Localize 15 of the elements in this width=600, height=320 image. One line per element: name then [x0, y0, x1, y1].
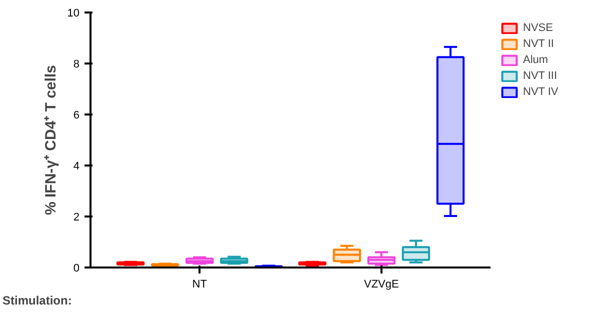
y-tick-label: 0 — [73, 262, 80, 274]
legend-label: NVT II — [523, 38, 554, 50]
text: Stimulation: — [2, 294, 72, 308]
legend-label: NVSE — [523, 22, 553, 34]
x-tick-label: VZVgE — [364, 278, 399, 290]
y-tick-label: 4 — [73, 160, 80, 172]
legend-label: Alum — [523, 54, 548, 66]
y-tick-label: 6 — [73, 110, 80, 122]
legend-label: NVT IV — [523, 86, 558, 98]
y-tick-label: 2 — [73, 212, 80, 224]
y-tick-label: 8 — [73, 58, 80, 70]
y-tick-label: 10 — [67, 8, 80, 20]
legend-label: NVT III — [523, 70, 558, 82]
x-tick-label: NT — [192, 278, 208, 290]
y-axis-title: % IFN-γ⁺ CD4⁺ T cells — [42, 64, 60, 216]
